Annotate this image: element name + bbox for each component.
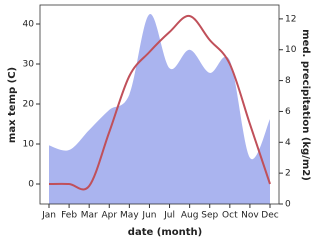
y-tick-label: 0	[28, 180, 34, 190]
x-tick-label: May	[120, 211, 139, 221]
x-tick-label: Jul	[163, 211, 175, 221]
line	[48, 14, 271, 191]
y-tick-label: 20	[23, 100, 35, 110]
y-tick-label: 30	[23, 60, 35, 70]
x-tick-label: Jun	[141, 211, 156, 221]
y2-tick-label: 2	[285, 169, 291, 179]
x-tick-label: Mar	[81, 211, 98, 221]
y2-tick-label: 6	[285, 107, 291, 117]
x-tick-label: Feb	[61, 211, 77, 221]
area	[49, 13, 270, 205]
x-tick-label: Dec	[261, 211, 278, 221]
y2-tick-label: 10	[285, 45, 297, 55]
y2-tick-label: 0	[285, 200, 291, 210]
y2-tick-label: 4	[285, 138, 291, 148]
x-tick-label: Nov	[241, 211, 259, 221]
x-tick-label: Aug	[181, 211, 199, 221]
x-axis-label: date (month)	[128, 227, 202, 238]
x-tick-label: Sep	[201, 211, 218, 221]
x-tick-label: Jan	[41, 211, 56, 221]
x-tick-label: Apr	[101, 211, 117, 221]
y-tick-label: 40	[23, 20, 35, 30]
x-tick-label: Oct	[222, 211, 238, 221]
y-tick-label: 10	[23, 140, 35, 150]
y2-tick-label: 12	[285, 14, 296, 24]
y2-axis-label: med. precipitation (kg/m2)	[300, 29, 311, 181]
y-axis-label: max temp (C)	[7, 67, 18, 143]
y2-tick-label: 8	[285, 76, 291, 86]
